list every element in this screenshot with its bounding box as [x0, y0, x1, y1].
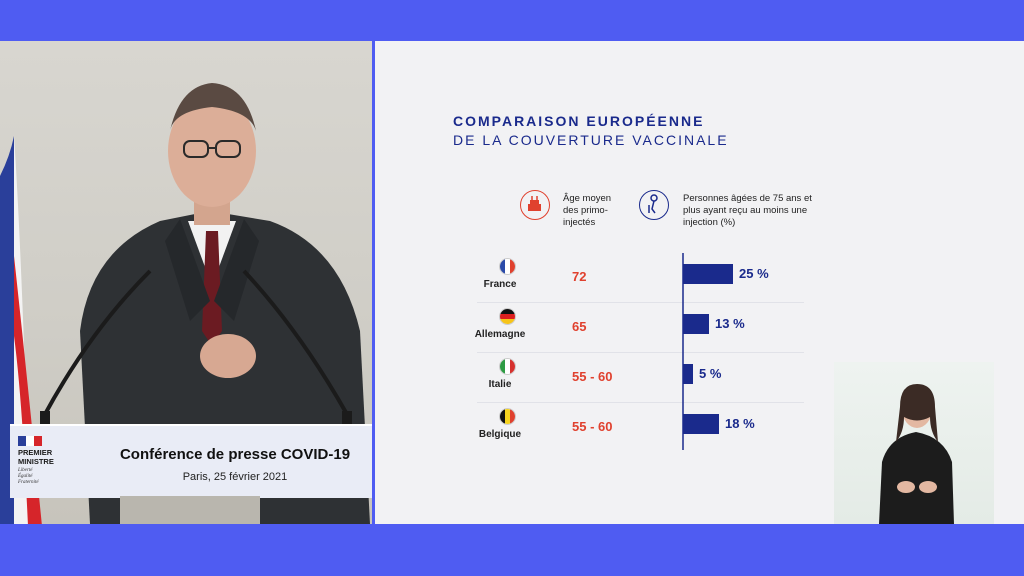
- age-value: 55 - 60: [572, 369, 613, 384]
- motto-1: Liberté: [18, 468, 33, 473]
- col2-header-line: injection (%): [683, 217, 736, 228]
- marianne-flag-icon: [18, 436, 42, 446]
- bar-belgique: [683, 414, 719, 434]
- org-line-1: PREMIER: [18, 448, 53, 457]
- bar-value-label: 18 %: [725, 416, 755, 431]
- country-name: Italie: [488, 379, 512, 390]
- interpreter-figure: [879, 384, 954, 524]
- flag-allemagne-icon: [499, 308, 516, 325]
- bar-value-label: 13 %: [715, 316, 745, 331]
- podium-title: Conférence de presse COVID-19: [119, 446, 351, 463]
- microphones: [40, 269, 352, 429]
- row-divider: [477, 402, 804, 403]
- cake-icon: [520, 190, 550, 220]
- row-divider: [477, 302, 804, 303]
- flag-belgique-icon: [499, 408, 516, 425]
- bar-italie: [683, 364, 693, 384]
- age-value: 65: [572, 319, 587, 334]
- col2-header-line: Personnes âgées de 75 ans et: [683, 193, 812, 204]
- age-value: 55 - 60: [572, 419, 613, 434]
- motto-3: Fraternité: [18, 480, 39, 485]
- row-divider: [477, 352, 804, 353]
- bar-allemagne: [683, 314, 709, 334]
- panel-divider: [372, 41, 375, 524]
- podium-base: [120, 496, 260, 524]
- col1-header: Âge moyen des primo- injectés: [563, 193, 611, 229]
- bar-value-label: 25 %: [739, 266, 769, 281]
- elderly-person-icon: [639, 190, 669, 220]
- sign-language-interpreter-inset: [834, 362, 994, 524]
- col1-header-line: injectés: [563, 217, 596, 228]
- flag-france-icon: [499, 258, 516, 275]
- col2-header: Personnes âgées de 75 ans et plus ayant …: [683, 193, 812, 229]
- premier-ministre-logo: PREMIER MINISTRE Liberté Égalité Fratern…: [18, 436, 88, 486]
- podium-subtitle: Paris, 25 février 2021: [182, 471, 288, 483]
- speaker-video-panel: PREMIER MINISTRE Liberté Égalité Fratern…: [0, 41, 372, 524]
- col1-header-line: des primo-: [563, 205, 608, 216]
- bar-value-label: 5 %: [699, 366, 722, 381]
- country-name: Belgique: [478, 429, 522, 440]
- flag-italie-icon: [499, 358, 516, 375]
- bottom-frame-band: [0, 524, 1024, 576]
- country-name: France: [483, 279, 517, 290]
- col1-header-line: Âge moyen: [563, 193, 612, 204]
- coverage-bar-chart: [682, 253, 733, 450]
- org-line-2: MINISTRE: [18, 457, 54, 466]
- country-name: Allemagne: [474, 329, 526, 340]
- podium-panel: PREMIER MINISTRE Liberté Égalité Fratern…: [10, 424, 372, 498]
- col2-header-line: plus ayant reçu au moins une: [683, 205, 808, 216]
- motto-2: Égalité: [18, 474, 33, 479]
- slide-title-line-1: COMPARAISON EUROPÉENNE: [453, 113, 705, 129]
- bar-france: [683, 264, 733, 284]
- slide-title-line-2: DE LA COUVERTURE VACCINALE: [453, 132, 729, 148]
- top-frame-band: [0, 0, 1024, 41]
- age-value: 72: [572, 269, 587, 284]
